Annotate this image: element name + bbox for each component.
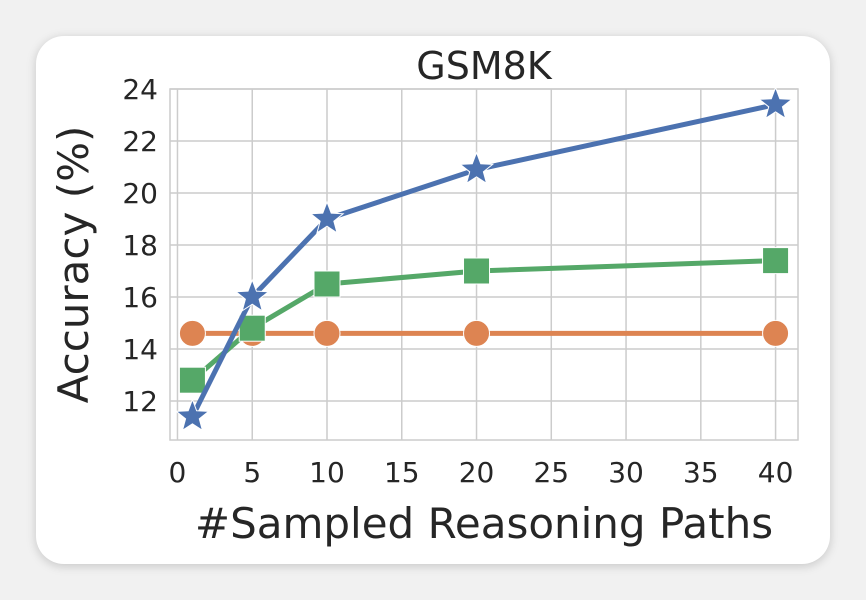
y-tick-label: 22 — [122, 125, 158, 158]
y-tick-label: 14 — [122, 333, 158, 366]
y-tick-label: 18 — [122, 229, 158, 262]
x-tick-label: 5 — [243, 456, 261, 489]
x-tick-label: 10 — [309, 456, 345, 489]
x-tick-label: 30 — [608, 456, 644, 489]
y-tick-labels: 12 14 16 18 20 22 24 — [122, 73, 158, 418]
x-tick-label: 15 — [384, 456, 420, 489]
y-tick-label: 20 — [122, 177, 158, 210]
line-chart: 0 5 10 15 20 25 30 35 40 12 14 16 18 20 22 24 GSM8K #S… — [49, 44, 799, 548]
data-point — [178, 366, 206, 394]
x-tick-label: 0 — [169, 456, 187, 489]
y-tick-label: 12 — [122, 385, 158, 418]
x-axis-label: #Sampled Reasoning Paths — [195, 499, 773, 548]
data-point — [174, 398, 210, 432]
x-tick-label: 25 — [533, 456, 569, 489]
series-star — [174, 86, 794, 432]
y-tick-label: 24 — [122, 73, 158, 106]
chart-card: 0 5 10 15 20 25 30 35 40 12 14 16 18 20 22 24 GSM8K #S… — [36, 36, 830, 564]
data-point — [762, 247, 790, 275]
grid — [170, 88, 798, 440]
data-point — [758, 86, 794, 120]
x-tick-label: 35 — [683, 456, 719, 489]
data-point — [238, 314, 266, 342]
y-axis-label: Accuracy (%) — [49, 126, 98, 404]
chart-title: GSM8K — [416, 44, 553, 88]
data-point — [463, 319, 491, 347]
x-tick-label: 40 — [758, 456, 794, 489]
series-layer — [174, 86, 794, 432]
data-point — [313, 270, 341, 298]
plot-frame — [169, 88, 799, 441]
x-tick-label: 20 — [459, 456, 495, 489]
series-square — [178, 247, 790, 394]
series-circle — [178, 319, 790, 347]
data-point — [234, 278, 270, 312]
data-point — [309, 200, 345, 234]
data-point — [313, 319, 341, 347]
data-point — [762, 319, 790, 347]
y-tick-label: 16 — [122, 281, 158, 314]
data-point — [178, 319, 206, 347]
x-tick-labels: 0 5 10 15 20 25 30 35 40 — [169, 456, 794, 489]
data-point — [463, 257, 491, 285]
data-point — [459, 151, 495, 185]
